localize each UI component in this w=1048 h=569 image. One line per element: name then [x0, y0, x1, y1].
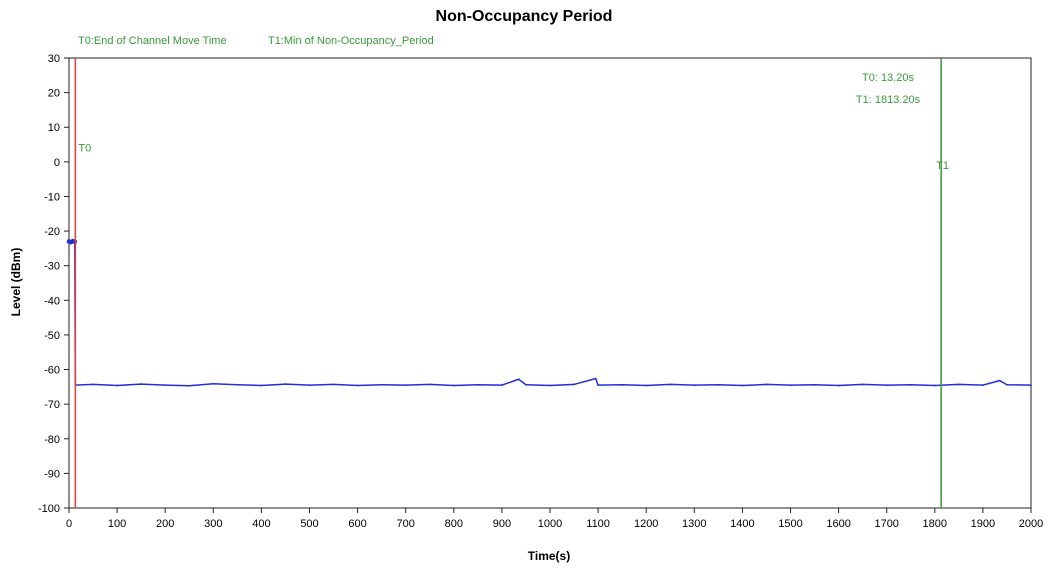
series-point — [765, 383, 768, 386]
y-tick-label: -60 — [44, 365, 60, 377]
series-line-0 — [68, 240, 1032, 387]
y-tick-label: -100 — [38, 503, 60, 515]
plot-area — [68, 57, 1032, 509]
series-point — [428, 383, 431, 386]
x-axis-title: Time(s) — [528, 549, 570, 563]
series-point — [693, 384, 696, 387]
x-tick-label: 1300 — [682, 518, 706, 530]
legend-t1: T1:Min of Non-Occupancy_Period — [268, 35, 434, 47]
x-tick-label: 1600 — [826, 518, 850, 530]
series-point — [549, 384, 551, 387]
x-tick-label: 2000 — [1019, 518, 1043, 530]
series-point — [284, 383, 287, 385]
series-point — [260, 384, 263, 387]
x-tick-label: 400 — [252, 518, 270, 530]
series-point — [861, 383, 864, 386]
series-point — [92, 383, 94, 386]
marker-layer: T0 T1 — [74, 58, 949, 508]
series-point — [188, 384, 191, 387]
series-point — [573, 383, 575, 386]
y-tick-label: -10 — [44, 191, 60, 203]
series-point — [1030, 384, 1032, 387]
series-point — [645, 384, 648, 387]
y-tick-label: -90 — [44, 468, 60, 480]
series-point — [1006, 383, 1008, 386]
x-tick-label: 100 — [108, 518, 126, 530]
series-point — [789, 384, 792, 387]
x-tick-label: 900 — [493, 518, 511, 530]
series-point — [356, 384, 359, 387]
series-point — [236, 383, 239, 386]
series-point — [933, 384, 936, 387]
series-point — [909, 383, 912, 386]
x-tick-label: 1000 — [538, 518, 562, 530]
series-point — [957, 383, 960, 386]
series-point — [597, 384, 599, 387]
marker-label-t0: T0 — [78, 142, 91, 154]
x-tick-label: 0 — [66, 518, 72, 530]
x-tick-label: 200 — [156, 518, 174, 530]
series-point — [741, 384, 744, 387]
y-tick-label: -30 — [44, 261, 60, 273]
series-point — [140, 383, 143, 385]
series-point — [212, 382, 215, 385]
series-point — [164, 384, 167, 387]
x-tick-label: 1400 — [730, 518, 754, 530]
y-tick-label: 10 — [48, 122, 60, 134]
series-point — [669, 383, 672, 386]
y-tick-label: 30 — [48, 53, 60, 65]
series-point — [525, 383, 527, 386]
y-tick-label: -40 — [44, 295, 60, 307]
chart-title: Non-Occupancy Period — [436, 8, 613, 25]
series-point — [116, 384, 118, 387]
series-point — [404, 384, 407, 387]
t0-value-annotation: T0: 13.20s — [862, 72, 914, 84]
x-tick-label: 1500 — [778, 518, 802, 530]
series-point — [517, 378, 520, 381]
legend-t0: T0:End of Channel Move Time — [78, 35, 227, 47]
series-point — [837, 384, 840, 387]
x-tick-label: 1100 — [586, 518, 610, 530]
y-tick-label: -20 — [44, 226, 60, 238]
series-point — [501, 384, 503, 387]
series-point — [982, 384, 984, 387]
y-tick-label: 20 — [48, 88, 60, 100]
x-ticks-layer: 0 100 200 300 400 500 600 700 800 900 1000 1100 1200… — [66, 508, 1043, 530]
t1-value-annotation: T1: 1813.20s — [856, 94, 921, 106]
y-tick-label: -70 — [44, 399, 60, 411]
x-tick-label: 700 — [397, 518, 415, 530]
plot-frame — [68, 57, 1032, 509]
x-tick-label: 1700 — [874, 518, 898, 530]
x-tick-label: 1900 — [971, 518, 995, 530]
y-tick-label: -80 — [44, 434, 60, 446]
series-point — [452, 384, 455, 387]
series-point — [332, 383, 335, 386]
x-tick-label: 500 — [300, 518, 318, 530]
x-tick-label: 1800 — [923, 518, 947, 530]
series-point — [717, 383, 720, 386]
x-tick-label: 800 — [445, 518, 463, 530]
series-point — [380, 383, 383, 386]
series-point — [998, 379, 1001, 382]
series-point — [813, 383, 816, 386]
marker-label-t1: T1 — [936, 160, 949, 172]
series-point — [308, 384, 311, 387]
x-tick-label: 600 — [348, 518, 366, 530]
y-axis-title: Level (dBm) — [9, 248, 23, 317]
x-tick-label: 1200 — [634, 518, 658, 530]
series-point — [594, 377, 597, 380]
x-tick-label: 300 — [204, 518, 222, 530]
y-ticks-layer: 30 20 10 0 -10 -20 -30 -40 -50 -60 -70 -80 -90 -100 — [38, 53, 69, 515]
y-tick-label: 0 — [54, 157, 60, 169]
series-point — [476, 383, 479, 386]
series-point — [885, 384, 888, 387]
y-tick-label: -50 — [44, 330, 60, 342]
series-point — [621, 383, 624, 386]
